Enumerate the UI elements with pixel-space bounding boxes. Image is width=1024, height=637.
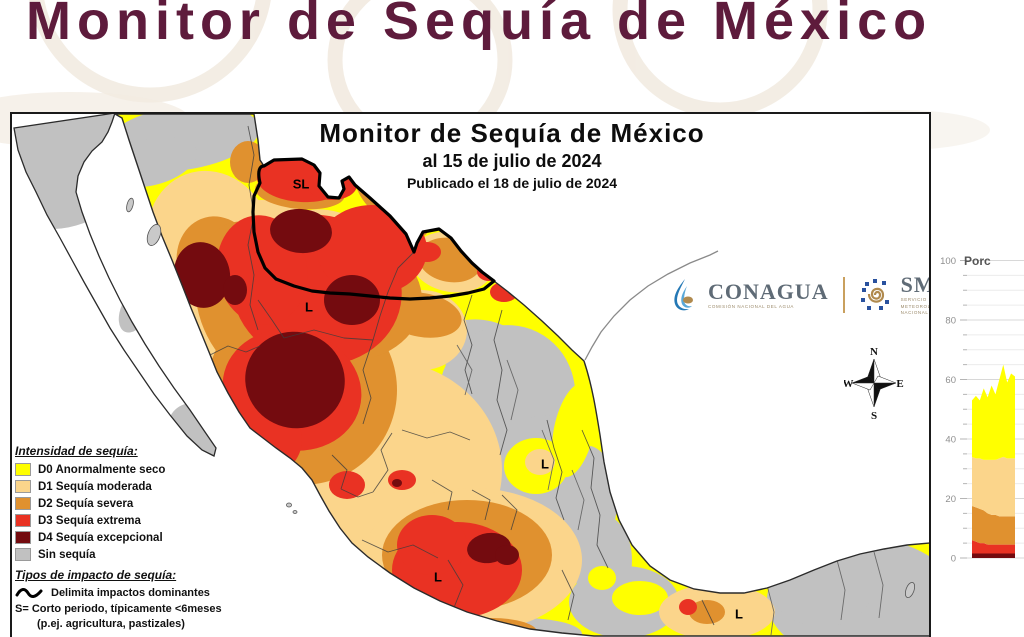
conagua-name: CONAGUA (708, 278, 829, 304)
impact-label-l: L (434, 569, 442, 585)
legend-delimiter-row: Delimita impactos dominantes (15, 585, 250, 601)
area-band-d2 (972, 505, 1015, 545)
d3-swatch (15, 514, 31, 527)
d1-swatch (15, 480, 31, 493)
short-term-label: S= Corto periodo, típicamente <6meses (15, 603, 222, 615)
short-term-label-2: (p.ej. agricultura, pastizales) (37, 617, 185, 630)
smn-logo-icon (860, 278, 889, 310)
texas-coastline (584, 250, 719, 361)
legend-item-d0: D0 Anormalmente seco (15, 461, 250, 478)
conagua-logo-text: CONAGUA COMISIÓN NACIONAL DEL AGUA (708, 278, 829, 310)
legend-item-d2: D2 Sequía severa (15, 495, 250, 512)
area-band-d3 (972, 540, 1015, 554)
map-legend: Intensidad de sequía: D0 Anormalmente se… (15, 444, 250, 637)
area-band-d0 (972, 364, 1015, 460)
smn-caption-1: SERVICIO (900, 297, 927, 302)
legend-item-d3: D3 Sequía extrema (15, 512, 250, 529)
d0-swatch (15, 463, 31, 476)
state-boundaries (209, 125, 715, 632)
compass-s: S (871, 410, 877, 422)
d4-regions (173, 208, 519, 565)
delimiter-label: Delimita impactos dominantes (51, 586, 210, 599)
chart-title: Porc (964, 254, 991, 268)
y-tick-60: 60 (945, 375, 956, 386)
mexico-map-graphic (13, 114, 929, 637)
legend-item-d4: D4 Sequía excepcional (15, 529, 250, 546)
smn-caption-2: METEOROLÓGICO (900, 303, 931, 309)
legend-intensity-title: Intensidad de sequía: (15, 444, 138, 458)
stacked-area-chart: 0 20 40 60 80 100 (940, 256, 1024, 565)
conagua-caption: COMISIÓN NACIONAL DEL AGUA (708, 303, 795, 309)
impact-label-sl: SL (292, 176, 310, 192)
drought-map: Monitor de Sequía de México al 15 de jul… (10, 112, 931, 637)
impact-label-l: L (541, 456, 549, 472)
drought-trend-chart: 0 20 40 60 80 100 Porc (931, 0, 1024, 637)
state-boundaries-gray (456, 344, 884, 636)
d2-swatch (15, 497, 31, 510)
compass-e: E (896, 378, 903, 390)
long-term-label: L= Largo periodo, típicamente >6 meses (15, 635, 250, 637)
smn-caption-3: NACIONAL (900, 310, 929, 315)
map-subtitle: al 15 de julio de 2024 (422, 151, 602, 171)
y-tick-0: 0 (951, 554, 956, 565)
y-tick-100: 100 (940, 256, 956, 267)
legend-item-sin-sequia: Sin sequía (15, 546, 250, 563)
legend-item-d1: D1 Sequía moderada (15, 478, 250, 495)
compass-n: N (870, 346, 878, 358)
area-band-d1 (972, 456, 1015, 517)
conagua-logo-icon (674, 278, 693, 311)
map-title-block: Monitor de Sequía de México al 15 de jul… (192, 118, 832, 191)
compass-w: W (844, 378, 854, 390)
no-drought-swatch (15, 548, 31, 561)
impact-label-l: L (735, 606, 743, 622)
y-tick-80: 80 (945, 316, 956, 327)
logo-separator (842, 276, 845, 313)
compass-rose: N S W E (844, 346, 904, 422)
map-published-date: Publicado el 18 de julio de 2024 (406, 175, 618, 191)
squiggle-line-icon (15, 588, 43, 598)
impact-delimiter-line (251, 157, 496, 301)
smn-logo-text: SMN SERVICIO METEOROLÓGICO NACIONAL (900, 272, 931, 316)
impact-label-l: L (305, 299, 313, 315)
page-title: Monitor de Sequía de México (26, 0, 933, 51)
legend-impact-title: Tipos de impacto de sequía: (15, 568, 177, 582)
d4-swatch (15, 531, 31, 544)
map-title: Monitor de Sequía de México (319, 118, 705, 148)
institution-logos: CONAGUA COMISIÓN NACIONAL DEL AGUA SMN S… (672, 272, 931, 316)
y-tick-20: 20 (945, 494, 956, 505)
y-tick-40: 40 (945, 435, 956, 446)
islands (126, 197, 916, 599)
area-band-d4 (972, 553, 1015, 558)
smn-name: SMN (900, 272, 929, 297)
